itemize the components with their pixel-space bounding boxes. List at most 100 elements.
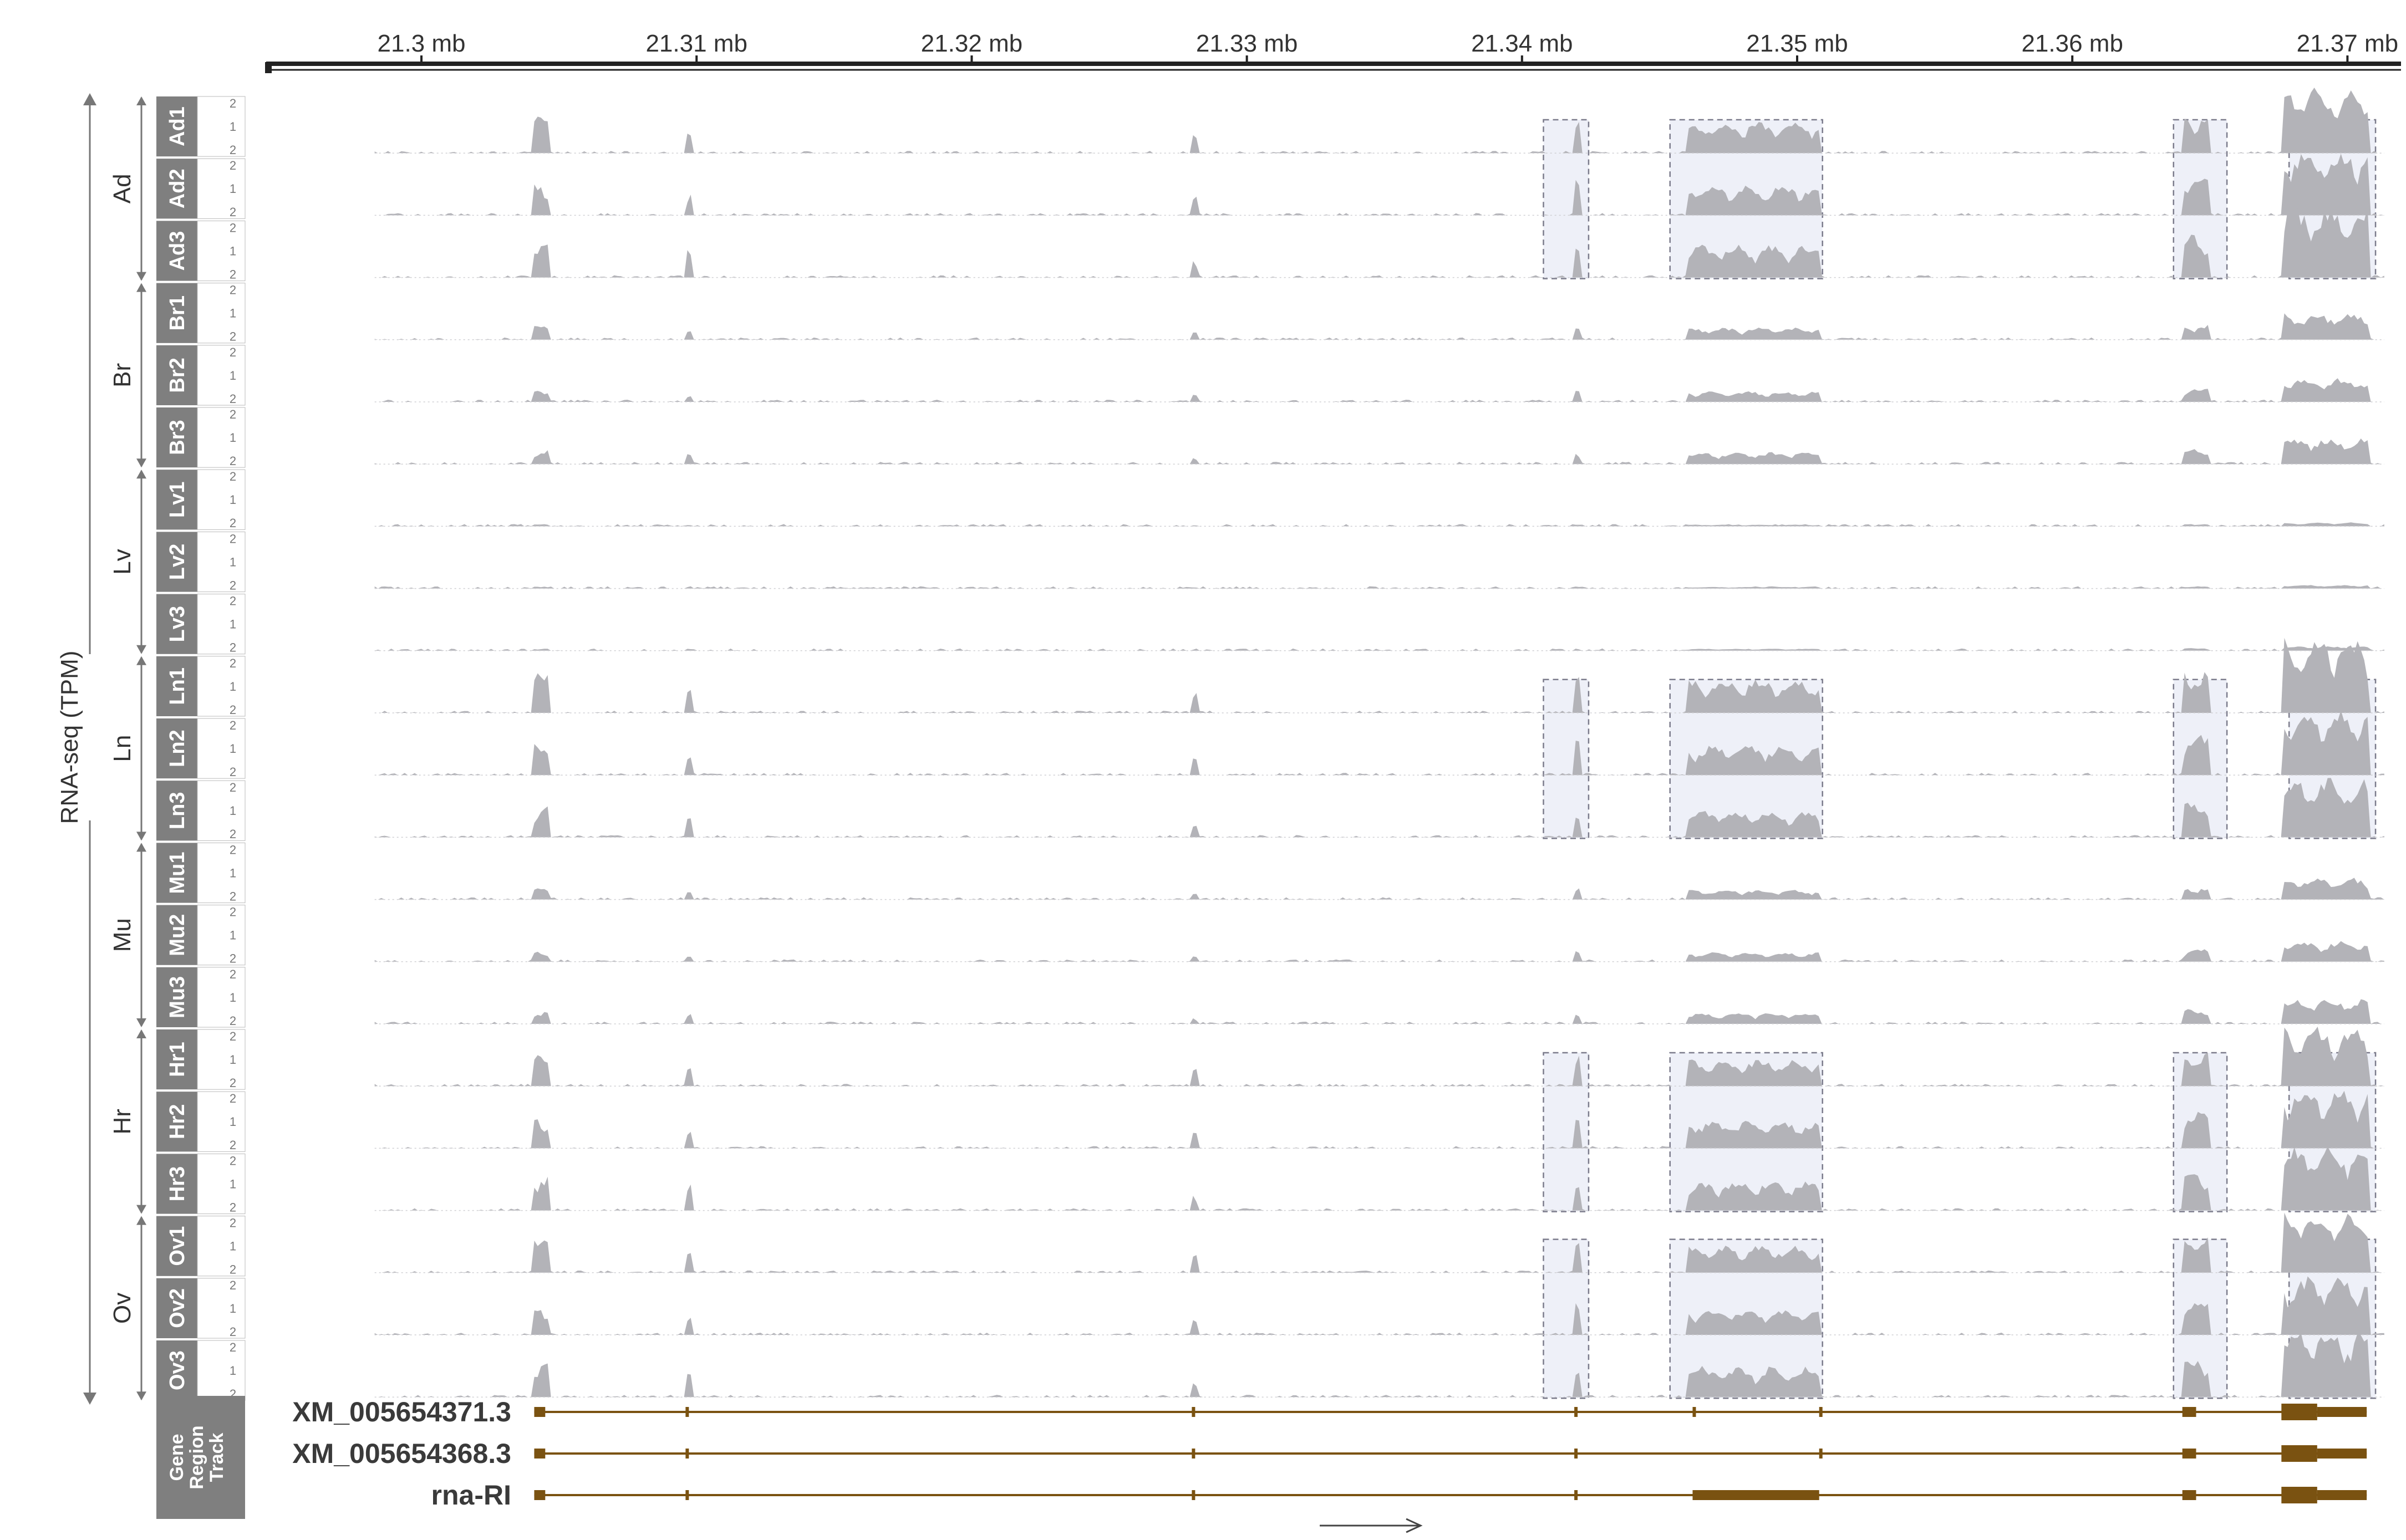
coverage-track	[374, 1333, 2384, 1398]
sample-box	[156, 221, 197, 281]
exon	[534, 1449, 546, 1459]
group-label: Lv	[109, 549, 136, 574]
group-bracket-arrow-up	[136, 1029, 146, 1038]
group-label: Ov	[109, 1293, 136, 1324]
coverage-track	[374, 1276, 2384, 1335]
coverage-track	[374, 313, 2384, 340]
axis-tick-label: 21.37 mb	[2297, 30, 2398, 57]
scale-box	[197, 656, 246, 717]
exon	[2281, 1404, 2317, 1420]
scale-box	[197, 594, 246, 655]
scale-box	[197, 283, 246, 344]
axis-tick-label: 21.33 mb	[1196, 30, 1298, 57]
scale-box	[197, 905, 246, 966]
exon	[1574, 1490, 1578, 1500]
scale-label: 1	[230, 369, 236, 383]
highlight-box	[1543, 679, 1590, 839]
scale-box	[197, 96, 246, 157]
scale-label: 2	[230, 1154, 236, 1167]
sample-box	[156, 1029, 197, 1090]
group-label: Ad	[109, 174, 136, 203]
scale-label: 1	[230, 182, 236, 196]
exon	[1574, 1449, 1578, 1459]
scale-label: 2	[230, 267, 236, 281]
y-axis-label-area: RNA-seq (TPM)	[56, 93, 96, 1405]
exon	[1192, 1490, 1196, 1500]
highlight-box	[1543, 119, 1590, 279]
scale-label: 2	[230, 470, 236, 483]
sample-label: Hr1	[166, 1042, 189, 1077]
gene-region-box	[156, 1396, 245, 1519]
scale-box	[197, 158, 246, 219]
scale-label: 2	[230, 96, 236, 110]
scale-label: 2	[230, 1216, 236, 1230]
sample-box	[156, 470, 197, 530]
sample-label: Mu1	[166, 852, 189, 894]
sample-box	[156, 1154, 197, 1214]
sample-label: Lv3	[166, 606, 189, 642]
scale-label: 1	[230, 1364, 236, 1378]
scale-label: 2	[230, 516, 236, 530]
scale-box	[197, 407, 246, 468]
scale-label: 2	[230, 656, 236, 670]
exon	[2182, 1407, 2196, 1417]
coverage-track	[374, 1212, 2384, 1273]
highlight-box	[1543, 1052, 1590, 1212]
scale-label: 1	[230, 929, 236, 942]
scale-box	[197, 718, 246, 779]
sample-label: Mu3	[166, 976, 189, 1018]
coverage-track	[374, 154, 2384, 216]
sample-label-column: Ad1 2 1 2 Ad2 2 1 2 Ad3 2 1 2 Br1 2 1 2 Br2 2 1 2 Br3 2 1 2 Lv1 2…	[156, 96, 246, 1401]
scale-label: 2	[230, 781, 236, 794]
gene-region-track: Gene Region Track XM_005654371.3 XM_00565…	[156, 1396, 2367, 1533]
exon	[2317, 1490, 2367, 1500]
exon	[685, 1490, 689, 1500]
scale-box	[197, 345, 246, 406]
gene-region-label-line-1: Gene	[166, 1434, 187, 1481]
sample-label: Ad3	[166, 231, 189, 271]
sample-label: Mu2	[166, 914, 189, 956]
sample-label: Lv1	[166, 482, 189, 518]
scale-label: 2	[230, 718, 236, 732]
scale-label: 2	[230, 407, 236, 421]
scale-label: 2	[230, 532, 236, 545]
sample-box	[156, 159, 197, 219]
scale-label: 1	[230, 1115, 236, 1129]
scale-label: 2	[230, 330, 236, 344]
group-bracket-arrow-down	[136, 1205, 146, 1214]
coverage-track	[374, 87, 2384, 154]
exon	[534, 1490, 546, 1500]
sample-box	[156, 905, 197, 965]
exon	[1819, 1449, 1823, 1459]
scale-label: 2	[230, 1278, 236, 1292]
sample-box	[156, 345, 197, 405]
highlight-box	[1543, 1238, 1590, 1399]
scale-box	[197, 469, 246, 530]
sample-label: Lv2	[166, 544, 189, 580]
sample-label: Ad2	[166, 169, 189, 208]
scale-label: 2	[230, 827, 236, 841]
exon	[1574, 1407, 1578, 1417]
exon	[1819, 1407, 1823, 1417]
exon	[2281, 1487, 2317, 1503]
scale-label: 1	[230, 307, 236, 320]
scale-label: 1	[230, 244, 236, 258]
sample-label: Ln3	[166, 792, 189, 830]
sample-box	[156, 532, 197, 592]
genomic-axis: 21.3 mb 21.31 mb 21.32 mb 21.33 mb 21.34 mb 2…	[265, 30, 2401, 73]
scale-label: 1	[230, 804, 236, 818]
scale-label: 2	[230, 765, 236, 779]
coverage-track	[374, 710, 2384, 776]
scale-box	[197, 1029, 246, 1090]
sample-box	[156, 718, 197, 779]
scale-label: 2	[230, 641, 236, 655]
scale-label: 1	[230, 742, 236, 756]
gene-region-label-line-3: Track	[206, 1432, 227, 1482]
scale-label: 2	[230, 1138, 236, 1152]
scale-label: 1	[230, 1053, 236, 1067]
coverage-track	[374, 646, 2384, 651]
scale-label: 2	[230, 703, 236, 717]
scale-label: 1	[230, 431, 236, 445]
scale-box	[197, 842, 246, 904]
transcript-name: XM_005654368.3	[292, 1438, 511, 1469]
